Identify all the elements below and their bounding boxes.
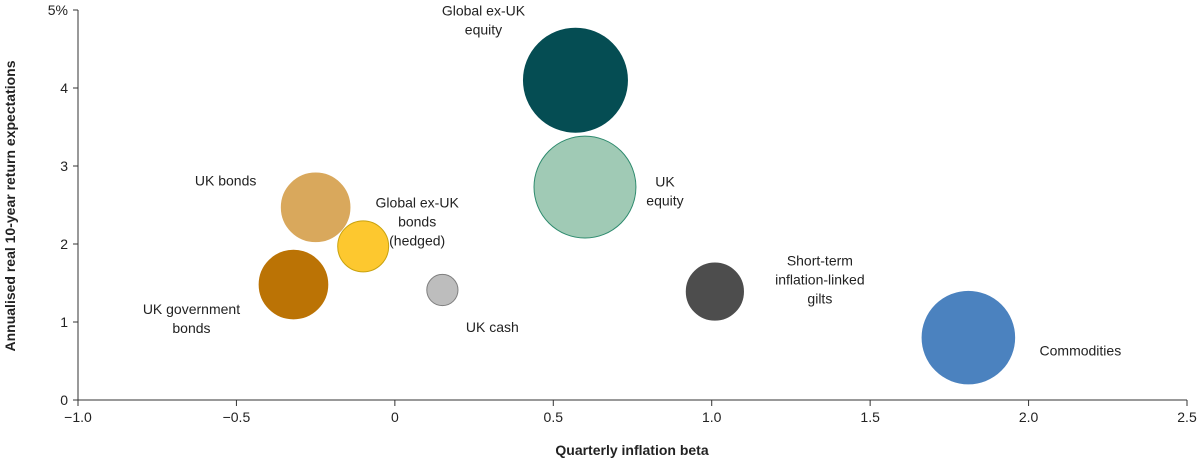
x-tick-label: 1.5 [860,409,880,425]
bubble-uk-cash [426,273,459,307]
bubble-label: UK government bonds [143,301,240,336]
y-tick-label: 4 [60,80,68,96]
y-tick-label: 3 [60,158,68,174]
x-tick-label: −0.5 [223,409,251,425]
bubble-label-line: Short-term [787,253,853,269]
bubble-label-line: Global ex-UK [442,3,526,19]
y-tick-label: 5% [48,2,68,18]
bubble-label-line: UK [655,174,675,190]
bubble-label: UK equity [646,174,683,209]
axes: −1.0 −0.5 0 0.5 1.0 1.5 2.0 2.5 0 1 2 3 4 5% [48,2,1197,425]
y-tick-label: 0 [60,392,68,408]
bubble-commodities [921,290,1016,385]
bubble-label-line: equity [646,193,683,209]
y-tick-label: 1 [60,314,68,330]
bubble-label-line: (hedged) [389,232,445,248]
x-tick-label: 2.0 [1019,409,1039,425]
bubble-label: Global ex-UK equity [442,3,526,38]
bubble-label-line: bonds [398,213,436,229]
bubble-label: UK cash [466,319,519,335]
x-tick-label: 0 [391,409,399,425]
bubble-labels: Global ex-UK equity UK equity UK bonds Global… [143,3,1121,359]
x-tick-label: 1.0 [702,409,722,425]
bubble-global-ex-uk-equity [522,27,628,133]
bubble-label-line: UK bonds [195,172,256,188]
bubble-uk-equity [533,135,637,239]
x-tick-label: 2.5 [1177,409,1197,425]
bubble-label-line: bonds [172,320,210,336]
bubble-label-line: Global ex-UK [376,194,460,210]
bubble-short-term-inflation-linked-gilts [685,262,744,321]
x-axis-title: Quarterly inflation beta [555,442,708,458]
bubble-uk-bonds [280,172,351,243]
bubble-label-line: UK government [143,301,240,317]
bubble-label: UK bonds [195,172,256,188]
x-tick-label: −1.0 [64,409,92,425]
bubbles [258,27,1016,385]
bubble-uk-government-bonds [258,249,329,320]
bubble-global-ex-uk-bonds-hedged [337,220,390,273]
bubble-label-line: Commodities [1040,343,1122,359]
y-axis-title: Annualised real 10-year return expectati… [2,60,18,351]
bubble-label-line: equity [465,22,502,38]
bubble-label-line: gilts [807,291,832,307]
bubble-label: Global ex-UK bonds (hedged) [376,194,460,248]
bubble-label-line: inflation-linked [775,272,865,288]
bubble-label: Short-term inflation-linked gilts [775,253,865,307]
x-tick-label: 0.5 [544,409,564,425]
y-tick-label: 2 [60,236,68,252]
bubble-label-line: UK cash [466,319,519,335]
bubble-label: Commodities [1040,343,1122,359]
